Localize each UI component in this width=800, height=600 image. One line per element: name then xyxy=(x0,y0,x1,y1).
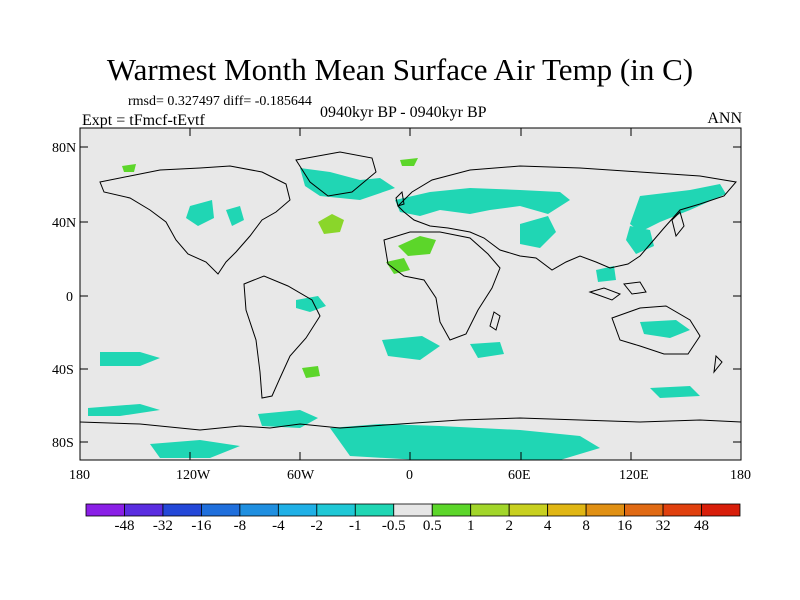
colorbar-label: -48 xyxy=(114,518,135,534)
colorbar-label: -16 xyxy=(191,518,212,534)
season-text: ANN xyxy=(707,110,742,127)
lat-label-80s: 80S xyxy=(52,436,74,451)
lat-label-80n: 80N xyxy=(52,141,77,156)
map-title: Warmest Month Mean Surface Air Temp (in … xyxy=(106,52,694,87)
lat-ticks xyxy=(80,146,741,443)
patch-antarctica xyxy=(330,424,600,460)
coast-north-america xyxy=(99,165,291,275)
patch-s-america xyxy=(296,296,326,312)
lon-ticks xyxy=(189,128,632,460)
patch-china xyxy=(626,226,654,254)
patch-central-asia xyxy=(520,216,556,248)
colorbar-label: 1 xyxy=(466,518,475,534)
lon-label-0: 0 xyxy=(406,468,413,483)
colorbar-swatch xyxy=(431,503,472,517)
colorbar-swatch xyxy=(162,503,202,517)
colorbar-swatch xyxy=(85,503,125,517)
coast-madagascar xyxy=(489,311,501,331)
colorbar-swatch xyxy=(547,503,587,517)
coast-south-america xyxy=(243,275,321,399)
period-text: 0940kyr BP - 0940kyr BP xyxy=(320,104,487,121)
colorbar-swatch xyxy=(624,503,664,517)
patch-n-america-central xyxy=(226,206,244,226)
lon-label-180w: 180 xyxy=(69,468,90,483)
lon-label-180e: 180 xyxy=(730,468,751,483)
lon-label-120w: 120W xyxy=(176,468,211,483)
patch-australia xyxy=(640,320,690,338)
patch-s-ocean-west xyxy=(88,404,160,416)
colorbar-swatch xyxy=(316,503,356,517)
patch-east-asia xyxy=(630,184,726,232)
lat-label-40n: 40N xyxy=(52,216,77,231)
patch-s-ocean-central xyxy=(258,410,318,428)
stats-text: rmsd= 0.327497 diff= -0.185644 xyxy=(128,94,312,109)
colorbar-label: 32 xyxy=(655,518,671,534)
colorbar-label: -8 xyxy=(233,518,247,534)
patch-alaska-green xyxy=(122,164,136,172)
coast-africa xyxy=(383,231,501,341)
patch-n-atlantic-green xyxy=(318,214,344,234)
colorbar-swatch xyxy=(508,503,549,517)
colorbar-swatch xyxy=(239,503,279,517)
coast-antarctica xyxy=(79,417,742,431)
colorbar-label: 16 xyxy=(617,518,633,534)
coast-eurasia xyxy=(397,165,737,271)
colorbar-label: 48 xyxy=(694,518,709,534)
lat-label-40s: 40S xyxy=(52,363,74,378)
colorbar-swatch xyxy=(585,503,625,517)
patch-indian-ocean xyxy=(470,342,504,358)
patch-s-pacific xyxy=(100,352,160,366)
patch-n-america-west xyxy=(186,200,214,226)
lon-label-60e: 60E xyxy=(508,468,531,483)
colorbar-swatch xyxy=(277,503,318,517)
patch-west-africa-green xyxy=(386,258,410,274)
colorbar-label: -0.5 xyxy=(381,518,406,534)
patch-sahara-green xyxy=(398,236,436,256)
patch-s-atlantic-green xyxy=(302,366,320,378)
coast-japan xyxy=(671,211,685,238)
colorbar-swatch xyxy=(201,503,241,517)
map-background xyxy=(80,128,741,460)
experiment-text: Expt = tFmcf-tEvtf xyxy=(82,112,205,129)
patch-s-ocean-east xyxy=(650,386,700,398)
colorbar-swatch xyxy=(662,503,702,517)
coast-indonesia xyxy=(588,281,647,301)
patch-indonesia xyxy=(596,266,616,282)
colorbar-label: -2 xyxy=(310,518,324,534)
lat-label-0: 0 xyxy=(66,290,73,305)
colorbar-swatch xyxy=(393,503,433,517)
colorbar-label: 2 xyxy=(505,518,513,534)
colorbar-swatch xyxy=(470,503,510,517)
coast-uk xyxy=(395,190,405,207)
colorbar-label: -4 xyxy=(272,518,285,534)
patch-antarctica-west xyxy=(150,440,240,458)
colorbar-label: -1 xyxy=(349,518,362,534)
colorbar-swatch xyxy=(701,503,741,517)
coast-new-zealand xyxy=(713,354,723,374)
patch-s-atlantic xyxy=(382,336,440,360)
colorbar xyxy=(85,503,741,517)
coastlines xyxy=(79,151,742,431)
anomaly-patches xyxy=(88,158,726,460)
lon-label-60w: 60W xyxy=(287,468,315,483)
colorbar-swatch xyxy=(124,503,164,517)
colorbar-label: 4 xyxy=(543,518,552,534)
patch-eurasia xyxy=(395,188,570,216)
patch-greenland xyxy=(300,168,395,200)
coast-australia xyxy=(611,305,701,355)
colorbar-label: -32 xyxy=(152,518,173,534)
colorbar-swatch xyxy=(354,503,395,517)
colorbar-label: 8 xyxy=(582,518,590,534)
colorbar-label: 0.5 xyxy=(422,518,442,534)
lon-label-120e: 120E xyxy=(619,468,649,483)
coast-greenland xyxy=(295,151,377,197)
patch-svalbard-green xyxy=(400,158,418,166)
